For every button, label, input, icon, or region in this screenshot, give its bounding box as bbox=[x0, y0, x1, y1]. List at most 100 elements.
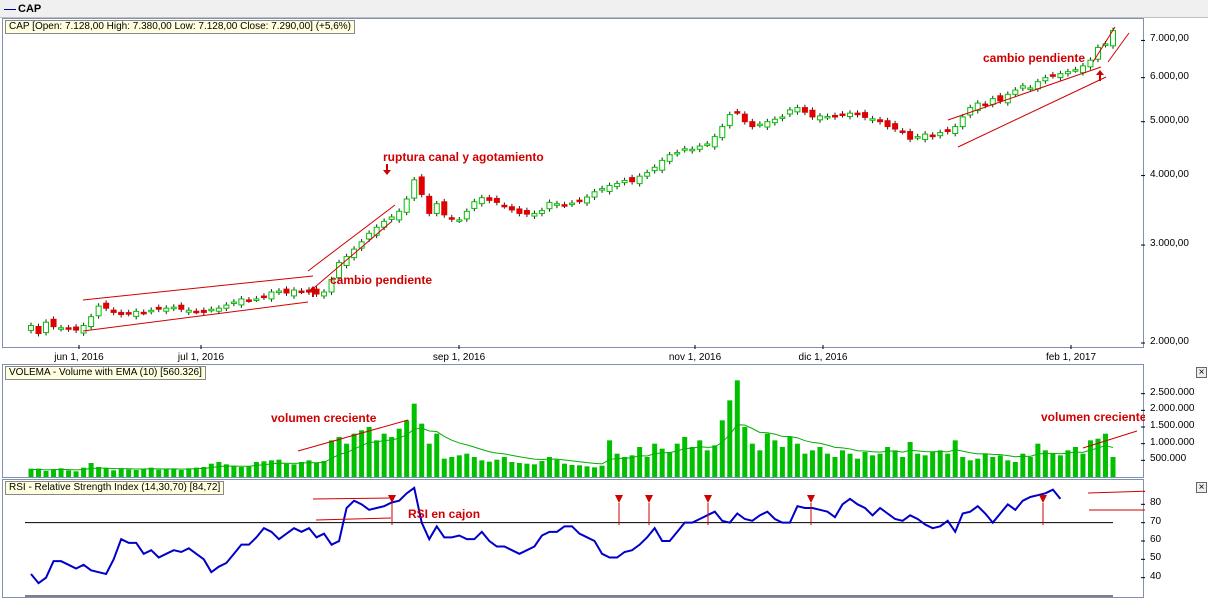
candle-body bbox=[103, 302, 110, 309]
volume-bar bbox=[674, 443, 680, 477]
candle-body bbox=[508, 206, 515, 211]
volume-bar bbox=[772, 440, 778, 477]
channel-upper-2 bbox=[307, 204, 396, 272]
candle-body bbox=[531, 212, 538, 217]
candle-body bbox=[644, 172, 651, 177]
volume-bar bbox=[314, 463, 320, 477]
volume-bar bbox=[915, 453, 921, 477]
candle-body bbox=[155, 306, 162, 310]
volume-bar bbox=[930, 452, 936, 477]
volume-bar bbox=[509, 462, 515, 477]
volume-bar bbox=[855, 458, 861, 477]
rsi-tick-label: 50 bbox=[1150, 552, 1162, 564]
volume-bar bbox=[276, 459, 282, 477]
volume-bar bbox=[622, 457, 628, 477]
volume-bar bbox=[967, 460, 973, 477]
price-tick-label: 3.000,00 bbox=[1150, 238, 1189, 250]
volume-bar bbox=[58, 468, 64, 477]
price-chart[interactable]: jun 1, 2016 jul 1, 2016 sep 1, 2016 nov 1, … bbox=[3, 19, 1145, 363]
volume-bar bbox=[51, 469, 57, 477]
volume-bar bbox=[66, 470, 72, 477]
volume-bar bbox=[892, 450, 898, 477]
volume-bar bbox=[186, 468, 192, 477]
volume-panel[interactable]: volumen creciente volumen creciente VOLEM… bbox=[2, 364, 1145, 479]
candle-body bbox=[636, 175, 643, 185]
price-panel[interactable]: jun 1, 2016 jul 1, 2016 sep 1, 2016 nov 1, … bbox=[2, 18, 1145, 363]
volume-bar bbox=[749, 443, 755, 477]
price-x-tick-label: nov 1, 2016 bbox=[669, 352, 722, 363]
rsi-header: RSI - Relative Strength Index (14,30,70)… bbox=[5, 481, 225, 495]
rsi-close-button[interactable]: × bbox=[1196, 482, 1207, 493]
volume-bar bbox=[817, 447, 823, 477]
volume-bar bbox=[922, 455, 928, 477]
candle-body bbox=[50, 318, 57, 328]
candle-body bbox=[854, 112, 861, 116]
price-axis: 7.000,00 6.000,00 5.000,00 4.000,00 3.000,00… bbox=[1146, 18, 1208, 348]
candle-body bbox=[1087, 59, 1094, 68]
candle-body bbox=[388, 216, 395, 220]
candle-body bbox=[711, 136, 718, 148]
candle-body bbox=[343, 256, 350, 267]
candle-body bbox=[831, 114, 838, 118]
volume-bar bbox=[193, 467, 199, 477]
volume-bar bbox=[411, 403, 417, 477]
candle-body bbox=[463, 210, 470, 220]
volume-bar bbox=[456, 455, 462, 477]
annotation-rsi: RSI en cajon bbox=[408, 507, 480, 521]
candle-body bbox=[486, 197, 493, 201]
price-x-tick-label: feb 1, 2017 bbox=[1046, 352, 1096, 363]
candle-body bbox=[681, 148, 688, 151]
volume-bar bbox=[1057, 455, 1063, 477]
candle-body bbox=[569, 202, 575, 206]
volume-bar bbox=[1102, 433, 1108, 477]
volume-bar bbox=[434, 433, 440, 477]
candle-body bbox=[809, 109, 816, 118]
rsi-panel[interactable]: RSI en cajon RSI - Relative Strength Ind… bbox=[2, 479, 1145, 599]
candle-body bbox=[268, 291, 275, 300]
candle-body bbox=[944, 129, 951, 133]
candle-body bbox=[290, 289, 297, 297]
volume-bar bbox=[779, 447, 785, 477]
channel-upper-4 bbox=[1092, 26, 1116, 63]
symbol-tab-bar: CAP bbox=[0, 0, 1208, 18]
candle-body bbox=[696, 145, 703, 150]
rsi-chart[interactable]: RSI en cajon bbox=[3, 480, 1145, 599]
volume-bar bbox=[148, 467, 154, 477]
candle-body bbox=[1064, 71, 1071, 75]
volume-close-button[interactable]: × bbox=[1196, 367, 1207, 378]
candle-body bbox=[178, 304, 185, 310]
annotation-slope-2: cambio pendiente bbox=[983, 51, 1085, 65]
volume-bar bbox=[569, 465, 575, 477]
price-header: CAP [Open: 7.128,00 High: 7.380,00 Low: … bbox=[5, 20, 355, 34]
volume-bar bbox=[351, 433, 357, 477]
volume-bar bbox=[133, 470, 139, 477]
candle-body bbox=[764, 121, 771, 128]
symbol-tab[interactable]: CAP bbox=[4, 3, 41, 15]
candle-body bbox=[614, 183, 621, 187]
volume-tick-label: 1.000.000 bbox=[1150, 436, 1195, 448]
volume-bar bbox=[607, 440, 613, 477]
candle-body bbox=[478, 197, 485, 205]
volume-bar bbox=[982, 453, 988, 477]
candle-body bbox=[170, 306, 177, 310]
volume-bar bbox=[36, 468, 42, 477]
candle-body bbox=[253, 298, 260, 301]
candle-body bbox=[771, 118, 778, 124]
candle-body bbox=[110, 309, 117, 313]
annotation-slope-1: cambio pendiente bbox=[330, 273, 432, 287]
volume-bar bbox=[43, 471, 49, 477]
candle-body bbox=[674, 152, 681, 155]
volume-tick-label: 500.000 bbox=[1150, 453, 1187, 465]
volume-bar bbox=[306, 460, 312, 477]
candle-body bbox=[1012, 89, 1019, 95]
price-tick-label: 5.000,00 bbox=[1150, 114, 1189, 126]
volume-trend-1 bbox=[297, 419, 409, 452]
candle-body bbox=[43, 321, 50, 334]
volume-bar bbox=[975, 458, 981, 477]
volume-bar bbox=[208, 463, 214, 477]
candle-body bbox=[493, 197, 500, 203]
volume-bar bbox=[28, 468, 34, 477]
volume-bar bbox=[81, 467, 87, 477]
volume-chart[interactable]: volumen creciente volumen creciente bbox=[3, 365, 1145, 479]
annotation-volume-left: volumen creciente bbox=[271, 411, 377, 425]
